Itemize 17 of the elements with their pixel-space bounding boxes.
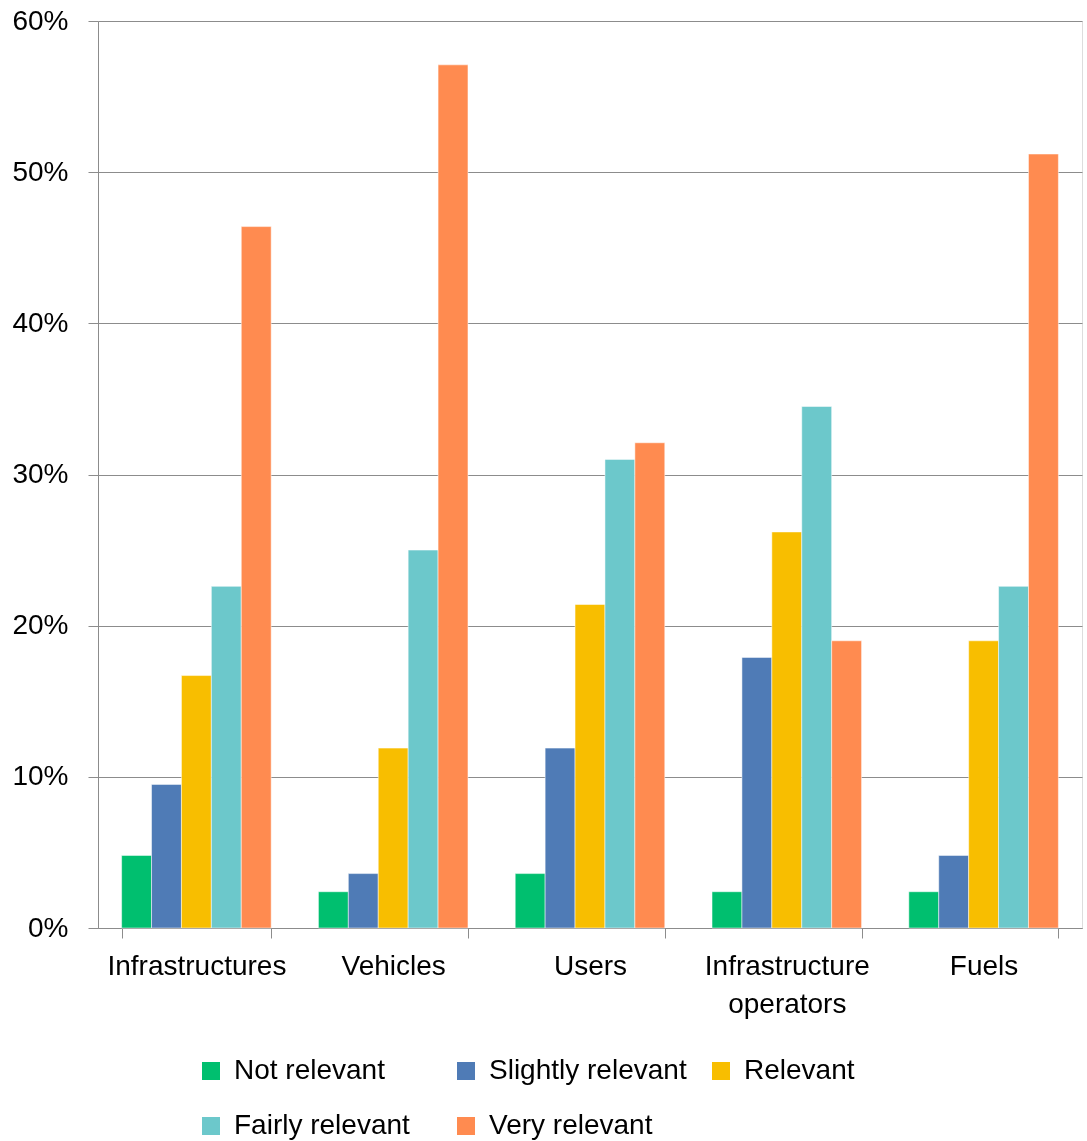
y-tick-label: 0% bbox=[28, 911, 69, 943]
x-tick-label: Infrastructures bbox=[107, 949, 287, 981]
legend-label: Relevant bbox=[744, 1054, 855, 1085]
legend-label: Very relevant bbox=[489, 1109, 653, 1140]
x-tick-label: Users bbox=[553, 949, 628, 981]
legend-label: Fairly relevant bbox=[234, 1109, 411, 1140]
y-tick-label: 60% bbox=[12, 4, 69, 36]
y-tick-label: 10% bbox=[12, 760, 69, 792]
y-tick-label: 50% bbox=[12, 155, 69, 187]
x-tick-label: Infrastructure operators bbox=[704, 949, 870, 1019]
y-tick-label: 40% bbox=[12, 306, 69, 338]
legend-label: Not relevant bbox=[234, 1054, 386, 1085]
x-tick-label: Vehicles bbox=[341, 949, 446, 981]
y-tick-label: 30% bbox=[12, 458, 69, 489]
y-tick-label: 20% bbox=[12, 609, 69, 641]
x-tick-label: Fuels bbox=[949, 949, 1019, 981]
legend-label: Slightly relevant bbox=[489, 1054, 687, 1085]
